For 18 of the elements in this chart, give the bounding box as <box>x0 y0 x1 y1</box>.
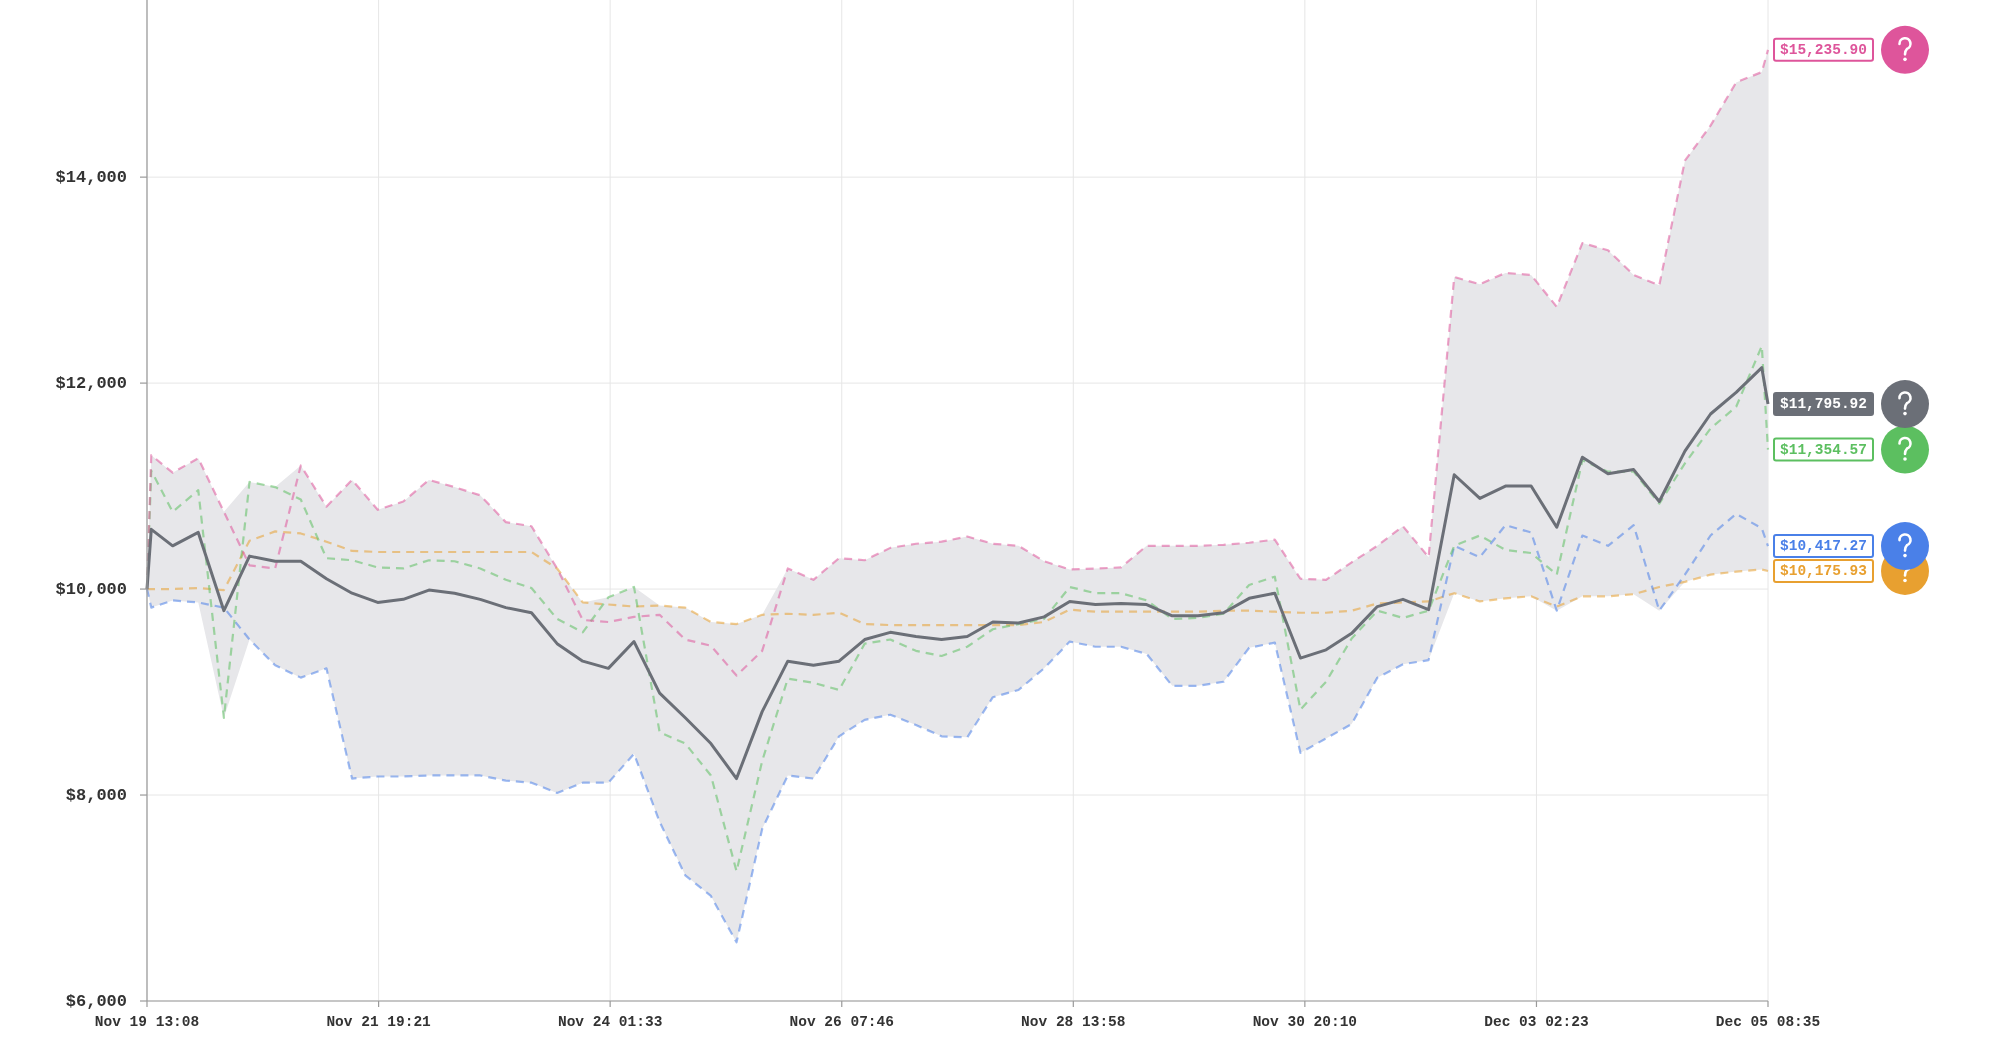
y-tick-label: $12,000 <box>55 373 127 393</box>
data-label: $10,417.27 <box>1779 538 1868 555</box>
x-tick-label: Dec 03 02:23 <box>1484 1014 1589 1030</box>
y-tick-label: $6,000 <box>65 991 127 1011</box>
data-label: $10,175.93 <box>1779 562 1868 579</box>
x-tick-label: Nov 26 07:46 <box>789 1014 894 1030</box>
x-tick-label: Nov 30 20:10 <box>1252 1014 1358 1030</box>
x-tick-label: Nov 21 19:21 <box>326 1014 432 1030</box>
data-label: $11,795.92 <box>1779 396 1868 413</box>
x-tick-label: Nov 19 13:08 <box>94 1014 200 1030</box>
y-tick-label: $14,000 <box>55 167 127 187</box>
data-label: $11,354.57 <box>1779 441 1868 458</box>
x-tick-label: Nov 24 01:33 <box>557 1014 663 1030</box>
y-tick-label: $8,000 <box>65 785 127 805</box>
x-tick-label: Dec 05 08:35 <box>1715 1014 1821 1030</box>
x-tick-label: Nov 28 13:58 <box>1021 1014 1126 1030</box>
data-label: $15,235.90 <box>1779 41 1868 58</box>
y-tick-label: $10,000 <box>55 579 127 599</box>
